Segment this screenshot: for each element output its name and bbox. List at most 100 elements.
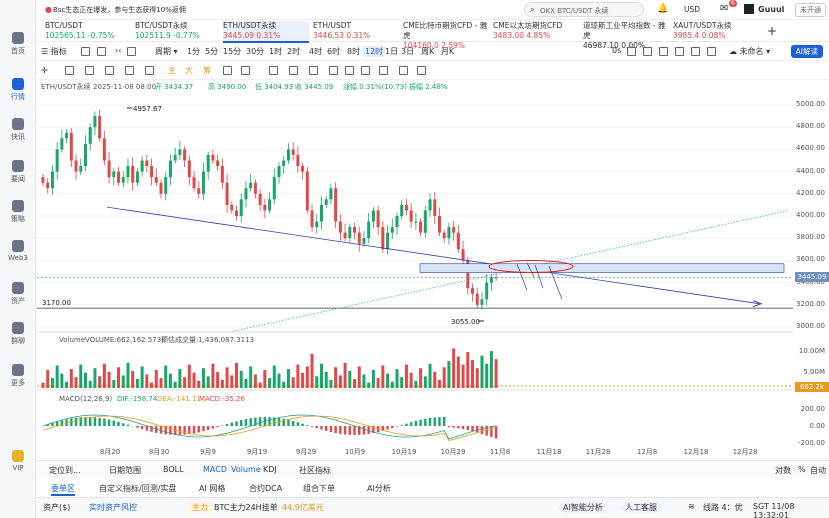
scale-option-2[interactable]: 自动 <box>810 466 826 475</box>
risk-link[interactable]: 实时资产风控 <box>89 503 137 512</box>
layout-icon[interactable] <box>81 47 90 56</box>
interval-6[interactable]: 4时 <box>309 47 323 56</box>
interval-9[interactable]: 12时 <box>363 46 386 57</box>
pen-icon[interactable] <box>289 66 298 75</box>
delete-icon[interactable] <box>417 66 426 75</box>
ai-interpret-button[interactable]: AI解读 <box>790 45 823 58</box>
username[interactable]: Guuul <box>758 5 785 14</box>
settings-icon[interactable] <box>643 47 652 56</box>
main-force-tool[interactable]: 主 <box>168 66 176 75</box>
order-tab-5[interactable]: AI分析 <box>367 484 391 493</box>
news-ticker[interactable]: Bsc生态正在爆发，参与生态获得10%返佣 <box>53 6 186 14</box>
feed-text[interactable]: BTC主力24H挂单 <box>214 503 278 512</box>
indicator-tab-4[interactable]: Volume <box>231 465 261 474</box>
indicator-tab-3[interactable]: MACD <box>203 465 227 474</box>
scale-option-1[interactable]: % <box>798 465 806 474</box>
nav-item-1[interactable]: 行情 <box>0 78 36 102</box>
nav-item-8[interactable]: 更多 <box>0 364 36 388</box>
chart-area[interactable]: ETH/USDT永续 2025-11-08 08:00开 3434.37 高 349… <box>37 80 793 460</box>
avatar[interactable] <box>744 4 754 14</box>
order-tab-1[interactable]: 自定义指标/回测/实盘 <box>99 484 177 493</box>
order-tab-4[interactable]: 组合下单 <box>303 484 335 493</box>
interval-13[interactable]: 月K <box>441 47 455 56</box>
hide-icon[interactable] <box>379 66 388 75</box>
nav-item-9[interactable]: VIP <box>0 450 36 472</box>
indicator-tab-5[interactable]: KDJ <box>263 465 277 474</box>
ticker-item[interactable]: ETH/USDT 3446.53 0.31% <box>313 21 399 41</box>
channel-icon[interactable] <box>85 66 94 75</box>
interval-3[interactable]: 30分 <box>246 47 265 56</box>
interval-0[interactable]: 1分 <box>187 47 201 56</box>
nav-item-3[interactable]: 要闻 <box>0 160 36 184</box>
nav-item-2[interactable]: 快讯 <box>0 118 36 142</box>
nav-item-6[interactable]: 资产 <box>0 282 36 306</box>
edit-icon[interactable] <box>659 47 668 56</box>
ruler-icon[interactable] <box>125 66 134 75</box>
fib-icon[interactable] <box>145 66 154 75</box>
pattern-icon[interactable] <box>223 66 232 75</box>
nav-item-0[interactable]: 首页 <box>0 32 36 56</box>
interval-7[interactable]: 6时 <box>327 47 341 56</box>
nav-item-5[interactable]: Web3 <box>0 240 36 262</box>
interval-2[interactable]: 15分 <box>223 47 242 56</box>
interval-11[interactable]: 3日 <box>401 47 415 56</box>
speed-label[interactable]: 0s <box>612 46 622 55</box>
eye-icon[interactable] <box>361 66 370 75</box>
ticker-item[interactable]: ETH/USDT永续 3445.09 0.31% <box>223 21 309 43</box>
order-tab-2[interactable]: AI 网格 <box>199 484 226 493</box>
period-dropdown[interactable]: 周期 ▾ <box>155 47 178 56</box>
assets-label[interactable]: 资产($) <box>43 503 71 512</box>
interval-4[interactable]: 1时 <box>269 47 283 56</box>
text-icon[interactable] <box>241 66 250 75</box>
ai-smart-button[interactable]: AI智能分析 <box>559 502 607 513</box>
chart-type-icon[interactable] <box>127 47 136 56</box>
scale-option-0[interactable]: 对数 <box>775 466 791 475</box>
indicator-tab-0[interactable]: 定位到... <box>49 466 81 475</box>
interval-1[interactable]: 5分 <box>205 47 219 56</box>
ticker-item[interactable]: 道琼斯工业平均指数 - 雅虎 46987.10 0.00% <box>583 21 669 51</box>
lock-icon[interactable] <box>345 66 354 75</box>
indicator-tab-2[interactable]: BOLL <box>163 465 184 474</box>
ticker-item[interactable]: BTC/USDT永续 102511.9 -0.77% <box>135 21 221 41</box>
interval-8[interactable]: 8时 <box>347 47 361 56</box>
search-box[interactable]: ⌕ OKX BTC/USDT 永续 <box>524 2 644 17</box>
select-icon[interactable] <box>269 66 278 75</box>
nav-item-7[interactable]: 群聊 <box>0 322 36 346</box>
line-status[interactable]: 线路 4：优 <box>703 503 743 512</box>
interval-10[interactable]: 1日 <box>385 47 399 56</box>
ticker-item[interactable]: CME比特币期货CFD - 雅虎 104160.0 2.59% <box>403 21 489 51</box>
notification-icon[interactable]: 🔔 <box>657 4 669 14</box>
indicator-tab-6[interactable]: 社区指标 <box>299 466 331 475</box>
interval-5[interactable]: 2时 <box>287 47 301 56</box>
template-select[interactable]: ☁ 未命名 ▾ <box>729 47 771 56</box>
grid-icon[interactable] <box>675 47 684 56</box>
layers-icon[interactable] <box>707 47 716 56</box>
interval-12[interactable]: 周K <box>421 47 435 56</box>
measure-icon[interactable] <box>329 66 338 75</box>
indicator-tab-1[interactable]: 日期范围 <box>109 466 141 475</box>
ticker-item[interactable]: XAUT/USDT永续 3985.4 0.08% <box>673 21 759 41</box>
add-ticker-icon[interactable]: + <box>767 24 778 38</box>
link-icon[interactable] <box>691 47 700 56</box>
filter-icon[interactable] <box>399 66 408 75</box>
login-status[interactable]: 未开通 <box>795 3 826 17</box>
nav-item-4[interactable]: 策略 <box>0 200 36 224</box>
service-button[interactable]: 人工客服 <box>621 502 661 513</box>
hline-icon[interactable] <box>65 66 74 75</box>
brush-icon[interactable] <box>105 66 114 75</box>
ticker-item[interactable]: BTC/USDT 102565.11 -0.75% <box>45 21 131 41</box>
order-tab-3[interactable]: 合约DCA <box>249 484 283 493</box>
big-order-tool[interactable]: 大 <box>185 66 193 75</box>
magnet-icon[interactable] <box>309 66 318 75</box>
ticker-item[interactable]: CME以太坊期货CFD 3483.00 4.85% <box>493 21 579 41</box>
cursor-icon[interactable]: ✛ <box>41 66 48 75</box>
camera-icon[interactable] <box>627 47 636 56</box>
search-input[interactable]: OKX BTC/USDT 永续 <box>540 7 609 15</box>
mail-icon[interactable]: ✉ <box>720 3 729 14</box>
indicator-button[interactable]: ☰ 指标 <box>41 47 67 56</box>
compare-icon[interactable] <box>97 47 106 56</box>
currency-select[interactable]: USD <box>684 5 701 14</box>
order-tab-0[interactable]: 委单区 <box>51 483 75 496</box>
nav-arrows-icon[interactable]: ‹‹ <box>115 46 122 55</box>
chip-tool[interactable]: 筹 <box>203 66 211 75</box>
